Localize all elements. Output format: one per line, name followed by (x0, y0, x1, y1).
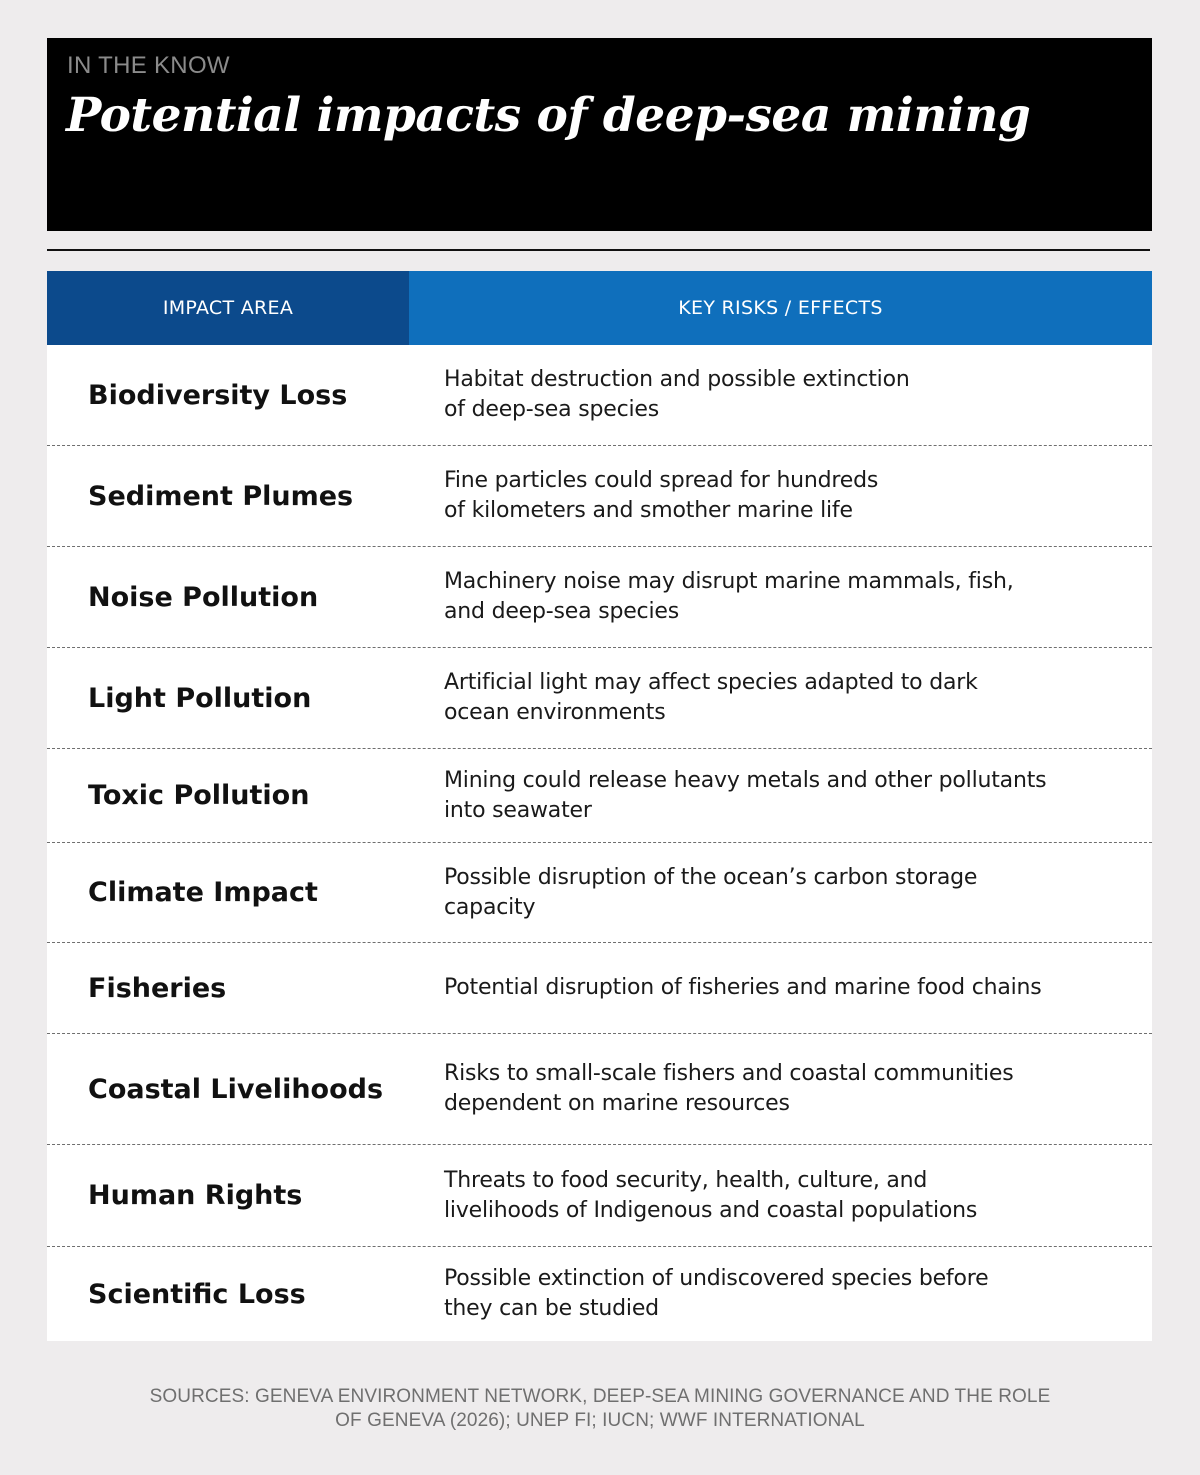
key-risk-cell: Habitat destruction and possible extinct… (444, 345, 1134, 445)
key-risk-line: capacity (444, 894, 536, 920)
table-header: IMPACT AREA KEY RISKS / EFFECTS (47, 271, 1152, 345)
table-row: Noise Pollution Machinery noise may disr… (47, 547, 1152, 648)
table-row: Climate Impact Possible disruption of th… (47, 843, 1152, 943)
table-row: Human Rights Threats to food security, h… (47, 1145, 1152, 1247)
impact-area-cell: Sediment Plumes (88, 480, 354, 512)
key-risk-line: Fine particles could spread for hundreds (444, 468, 879, 493)
key-risk-cell: Potential disruption of fisheries and ma… (444, 943, 1134, 1033)
key-risk-line: Artificial light may affect species adap… (444, 670, 978, 695)
impact-area-cell: Climate Impact (88, 877, 318, 908)
impact-area-cell: Human Rights (88, 1180, 303, 1211)
kicker-label: IN THE KNOW (67, 52, 230, 79)
impact-area-cell: Noise Pollution (88, 581, 319, 613)
key-risk-cell: Mining could release heavy metals and ot… (444, 749, 1134, 842)
table-row: Fisheries Potential disruption of fisher… (47, 943, 1152, 1034)
key-risk-line: Risks to small-scale fishers and coastal… (444, 1061, 1014, 1086)
key-risk-line: dependent on marine resources (444, 1091, 790, 1116)
divider-rule (47, 249, 1150, 251)
key-risk-line: into seawater (444, 797, 592, 823)
key-risk-line: Possible extinction of undiscovered spec… (444, 1266, 989, 1291)
key-risk-line: Machinery noise may disrupt marine mamma… (444, 569, 1014, 594)
key-risk-cell: Possible extinction of undiscovered spec… (444, 1247, 1134, 1341)
table-row: Light Pollution Artificial light may aff… (47, 648, 1152, 749)
sources-note: SOURCES: GENEVA ENVIRONMENT NETWORK, DEE… (100, 1385, 1100, 1433)
key-risk-cell: Threats to food security, health, cultur… (444, 1145, 1134, 1246)
table-row: Coastal Livelihoods Risks to small-scale… (47, 1034, 1152, 1145)
key-risk-cell: Possible disruption of the ocean’s carbo… (444, 843, 1134, 942)
sources-line: OF GENEVA (2026); UNEP FI; IUCN; WWF INT… (335, 1410, 865, 1431)
sources-line: SOURCES: GENEVA ENVIRONMENT NETWORK, DEE… (149, 1386, 1051, 1407)
impacts-table: IMPACT AREA KEY RISKS / EFFECTS Biodiver… (47, 271, 1152, 1341)
key-risk-line: of deep-sea species (444, 397, 659, 422)
impact-area-cell: Light Pollution (88, 682, 312, 714)
impact-area-cell: Coastal Livelihoods (88, 1073, 384, 1105)
key-risk-line: Threats to food security, health, cultur… (444, 1167, 928, 1193)
key-risk-line: they can be studied (444, 1296, 659, 1321)
key-risk-line: and deep-sea species (444, 599, 679, 624)
impact-area-cell: Scientific Loss (88, 1278, 306, 1310)
column-header-key-risks: KEY RISKS / EFFECTS (409, 271, 1152, 345)
key-risk-cell: Machinery noise may disrupt marine mamma… (444, 547, 1134, 647)
impact-area-cell: Fisheries (88, 972, 227, 1004)
table-row: Sediment Plumes Fine particles could spr… (47, 446, 1152, 547)
key-risk-line: Mining could release heavy metals and ot… (444, 767, 1047, 793)
key-risk-line: ocean environments (444, 700, 666, 725)
key-risk-line: Possible disruption of the ocean’s carbo… (444, 864, 978, 890)
key-risk-line: Habitat destruction and possible extinct… (444, 367, 910, 392)
impact-area-cell: Biodiversity Loss (88, 379, 348, 411)
key-risk-cell: Fine particles could spread for hundreds… (444, 446, 1134, 546)
key-risk-line: livelihoods of Indigenous and coastal po… (444, 1197, 978, 1223)
key-risk-line: of kilometers and smother marine life (444, 498, 853, 523)
key-risk-line: Potential disruption of fisheries and ma… (444, 975, 1042, 1000)
table-row: Toxic Pollution Mining could release hea… (47, 749, 1152, 843)
table-row: Biodiversity Loss Habitat destruction an… (47, 345, 1152, 446)
page-title: Potential impacts of deep-sea mining (66, 88, 1031, 143)
impact-area-cell: Toxic Pollution (88, 780, 310, 811)
key-risk-cell: Risks to small-scale fishers and coastal… (444, 1034, 1134, 1144)
column-header-impact-area: IMPACT AREA (47, 271, 409, 345)
header-banner (47, 38, 1152, 231)
key-risk-cell: Artificial light may affect species adap… (444, 648, 1134, 748)
table-row: Scientific Loss Possible extinction of u… (47, 1247, 1152, 1341)
